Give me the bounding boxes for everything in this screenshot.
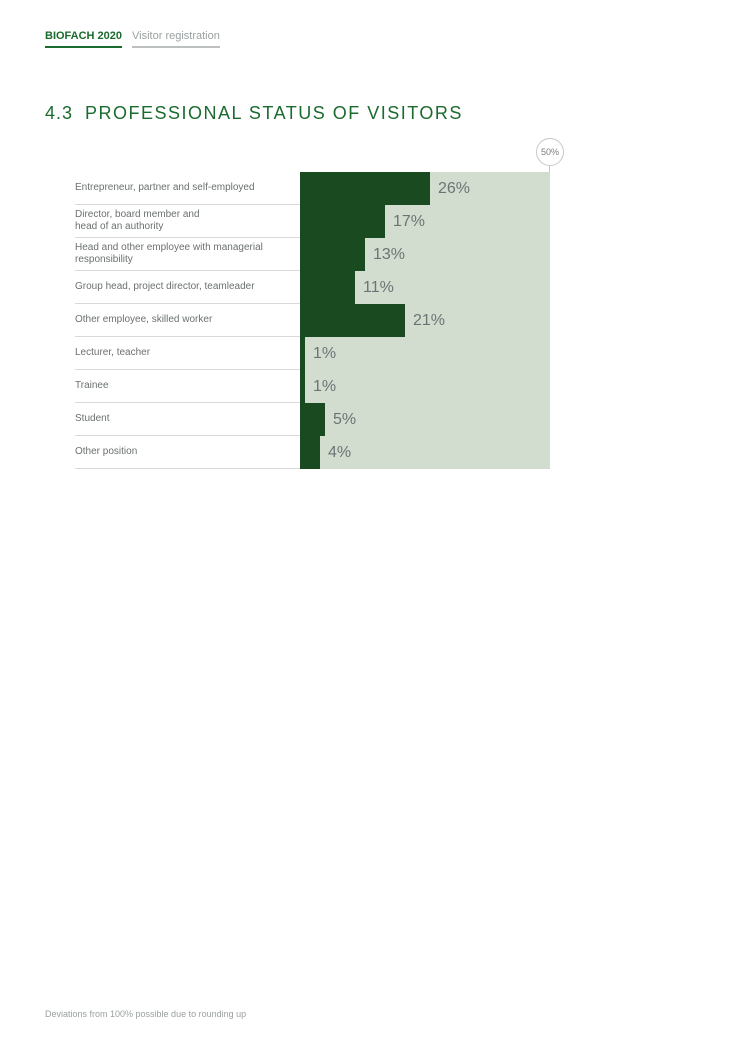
chart-row-bar-bg: 1% (300, 370, 550, 403)
chart-row-bar-fill (300, 172, 430, 205)
chart-row-bar-fill (300, 271, 355, 304)
chart-row-label-cell: Student (75, 403, 300, 436)
chart-row-bar-fill (300, 403, 325, 436)
chart-row-bar-fill (300, 436, 320, 469)
chart-row-label: Director, board member andhead of an aut… (75, 209, 200, 234)
chart-row-bar-fill (300, 238, 365, 271)
chart-row-value: 17% (393, 213, 425, 231)
chart-row-value: 1% (313, 378, 336, 396)
page: BIOFACH 2020 Visitor registration 4.3 PR… (0, 0, 740, 1047)
chart-row-label: Other position (75, 446, 137, 459)
chart-row-label: Student (75, 413, 109, 426)
section-title: PROFESSIONAL STATUS OF VISITORS (85, 103, 463, 124)
chart-row-label-cell: Entrepreneur, partner and self-employed (75, 172, 300, 205)
chart-row-value: 1% (313, 345, 336, 363)
chart-row-bar-bg: 17% (300, 205, 550, 238)
chart-row-value: 4% (328, 444, 351, 462)
chart-row-bar-bg: 21% (300, 304, 550, 337)
chart-row-value: 5% (333, 411, 356, 429)
chart-row-value: 21% (413, 312, 445, 330)
chart-row-label-cell: Trainee (75, 370, 300, 403)
chart-row: Group head, project director, teamleader… (75, 271, 550, 304)
chart-row-label-cell: Other employee, skilled worker (75, 304, 300, 337)
breadcrumb-inactive: Visitor registration (132, 30, 220, 48)
chart-row: Lecturer, teacher 1% (75, 337, 550, 370)
section-number: 4.3 (45, 103, 73, 124)
chart-row-label-cell: Group head, project director, teamleader (75, 271, 300, 304)
chart-row-value: 26% (438, 180, 470, 198)
chart-row: Student 5% (75, 403, 550, 436)
chart-row-label-cell: Head and other employee with managerial … (75, 238, 300, 271)
chart-row-bar-fill (300, 337, 305, 370)
chart-row-label-cell: Director, board member andhead of an aut… (75, 205, 300, 238)
chart-row: Entrepreneur, partner and self-employed 2… (75, 172, 550, 205)
chart: 50% Entrepreneur, partner and self-emplo… (75, 172, 550, 469)
chart-row-label: Group head, project director, teamleader (75, 281, 255, 294)
footnote: Deviations from 100% possible due to rou… (45, 1009, 246, 1019)
chart-row-value: 11% (363, 279, 394, 297)
axis-max-badge: 50% (536, 138, 564, 166)
breadcrumb: BIOFACH 2020 Visitor registration (45, 30, 695, 48)
chart-row-label: Head and other employee with managerial … (75, 242, 292, 267)
chart-row-bar-bg: 11% (300, 271, 550, 304)
chart-row-bar-bg: 26% (300, 172, 550, 205)
chart-row: Other position 4% (75, 436, 550, 469)
chart-row-label: Entrepreneur, partner and self-employed (75, 182, 255, 195)
chart-row-label: Other employee, skilled worker (75, 314, 212, 327)
chart-row: Head and other employee with managerial … (75, 238, 550, 271)
chart-row-bar-fill (300, 370, 305, 403)
chart-row: Trainee 1% (75, 370, 550, 403)
chart-row-bar-bg: 13% (300, 238, 550, 271)
chart-row-value: 13% (373, 246, 405, 264)
chart-row-label: Trainee (75, 380, 109, 393)
breadcrumb-active: BIOFACH 2020 (45, 30, 122, 48)
chart-row-bar-bg: 4% (300, 436, 550, 469)
chart-row: Director, board member andhead of an aut… (75, 205, 550, 238)
chart-row-bar-fill (300, 304, 405, 337)
chart-row: Other employee, skilled worker 21% (75, 304, 550, 337)
chart-row-label-cell: Other position (75, 436, 300, 469)
section-heading: 4.3 PROFESSIONAL STATUS OF VISITORS (45, 103, 695, 124)
chart-row-label-cell: Lecturer, teacher (75, 337, 300, 370)
chart-row-label: Lecturer, teacher (75, 347, 150, 360)
chart-row-bar-bg: 5% (300, 403, 550, 436)
chart-row-bar-bg: 1% (300, 337, 550, 370)
chart-row-bar-fill (300, 205, 385, 238)
